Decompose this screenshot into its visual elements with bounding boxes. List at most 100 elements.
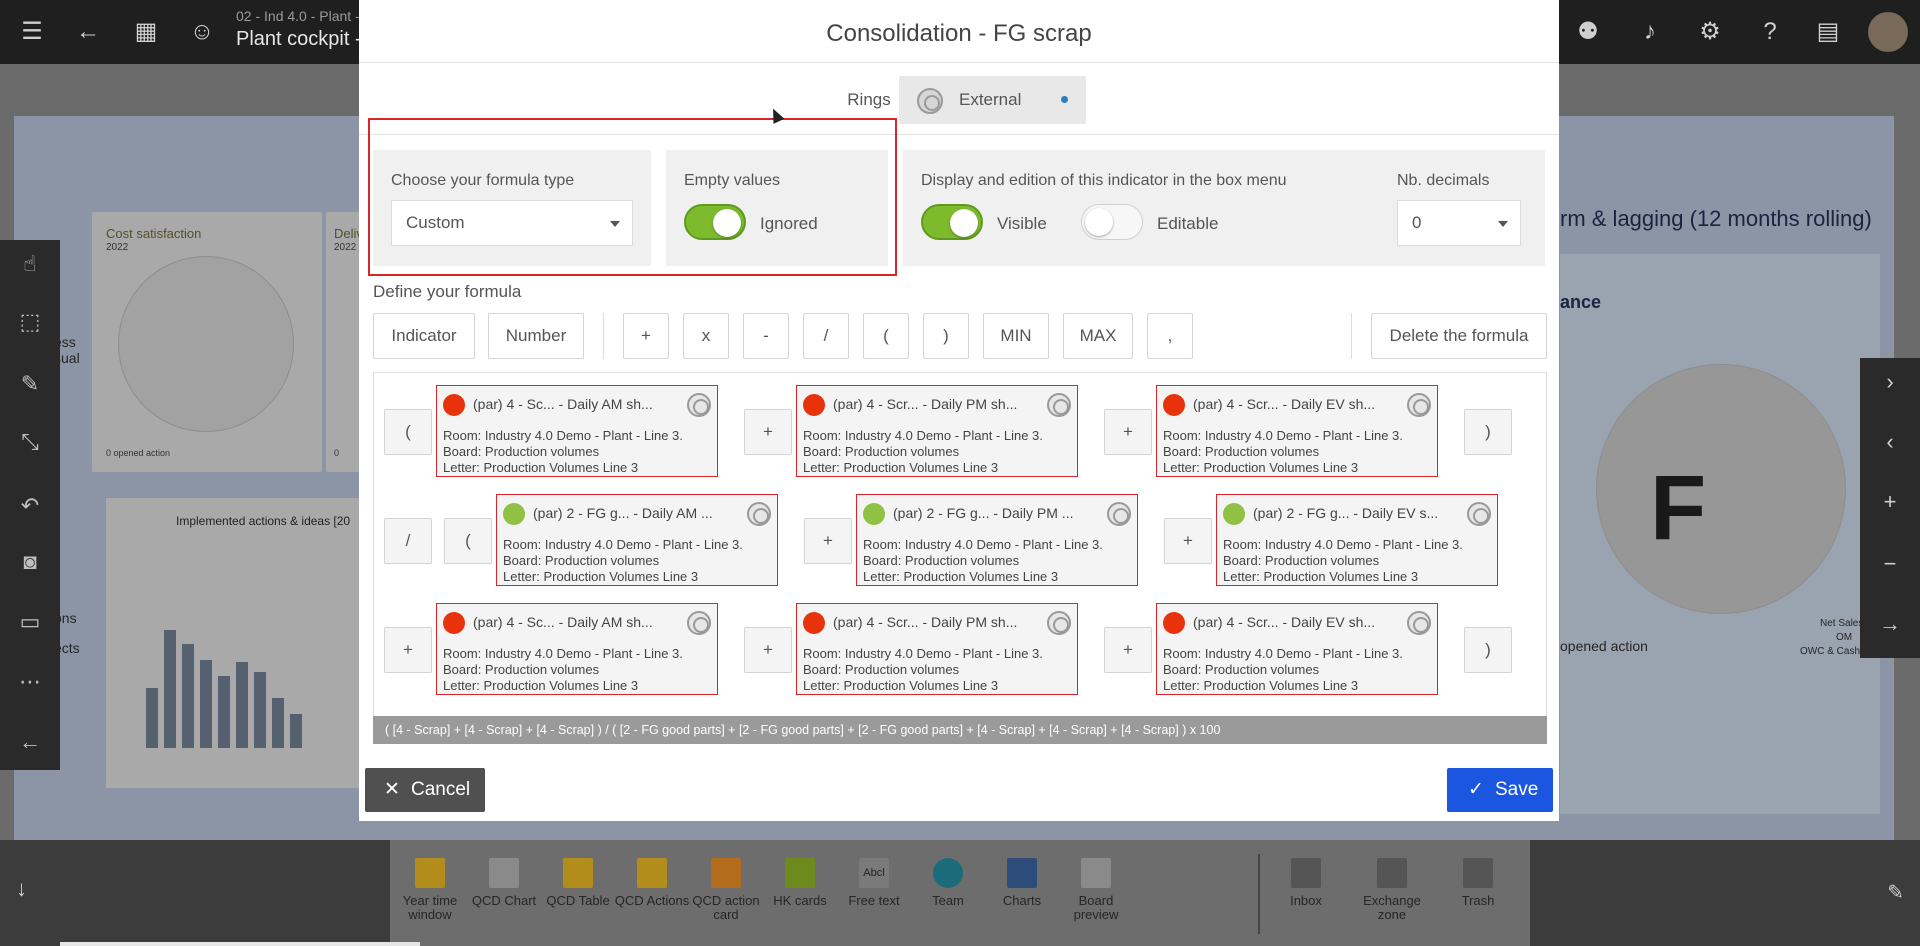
plus-button[interactable]: + — [623, 313, 669, 359]
formula-close-paren[interactable]: ) — [1464, 409, 1512, 455]
formula-plus[interactable]: + — [744, 409, 792, 455]
pointer-icon[interactable]: ☝ — [23, 251, 37, 276]
indicator-letter: Letter: Production Volumes Line 3 — [503, 569, 699, 584]
right-legend-net-sales: Net Sales — [1820, 618, 1864, 629]
status-dot-icon — [863, 503, 885, 525]
board: Cost satisfaction 2022 0 opened action D… — [14, 116, 1894, 852]
close-paren-button[interactable]: ) — [923, 313, 969, 359]
dock-hk-cards[interactable]: HK cards — [760, 858, 840, 908]
formula-plus[interactable]: + — [1164, 518, 1212, 564]
tab-external[interactable]: External — [899, 76, 1086, 124]
dock-qcd-action-card[interactable]: QCD action card — [686, 858, 766, 922]
arrow-right-icon[interactable]: → — [1879, 611, 1901, 636]
dock-charts[interactable]: Charts — [982, 858, 1062, 908]
indicator-heading: (par) 4 - Scr... - Daily EV sh... — [1193, 614, 1376, 630]
bell-icon[interactable]: ♪ — [1644, 18, 1656, 45]
decimals-select[interactable]: 0 — [1397, 200, 1521, 246]
screen-icon[interactable]: ▭ — [19, 609, 41, 634]
chevron-left-icon[interactable]: ‹ — [1886, 429, 1894, 454]
max-button[interactable]: MAX — [1063, 313, 1133, 359]
status-dot-icon — [803, 612, 825, 634]
indicator-card[interactable]: (par) 4 - Sc... - Daily AM sh... Room: I… — [436, 603, 718, 695]
formula-open-paren[interactable]: ( — [384, 409, 432, 455]
dock-trash[interactable]: Trash — [1438, 858, 1518, 908]
formula-plus[interactable]: + — [1104, 627, 1152, 673]
indicator-room: Room: Industry 4.0 Demo - Plant - Line 3… — [1163, 428, 1403, 443]
close-icon: ✕ — [384, 779, 400, 800]
select-icon[interactable]: ⬚ — [19, 309, 41, 334]
divide-button[interactable]: / — [803, 313, 849, 359]
formula-plus[interactable]: + — [744, 627, 792, 673]
dock-exchange-zone[interactable]: Exchange zone — [1352, 858, 1432, 922]
dock-team[interactable]: Team — [908, 858, 988, 908]
plus-icon[interactable]: + — [1883, 489, 1897, 514]
dock-free-text[interactable]: Abcl Free text — [834, 858, 914, 908]
formula-plus[interactable]: + — [804, 518, 852, 564]
dock-year-time-window[interactable]: Year time window — [390, 858, 470, 922]
status-dot-icon — [443, 394, 465, 416]
open-paren-button[interactable]: ( — [863, 313, 909, 359]
more-icon[interactable]: ⋯ — [19, 669, 41, 694]
visible-toggle[interactable] — [921, 204, 983, 240]
group-icon[interactable]: ☺ — [189, 18, 215, 45]
back-arrow-icon[interactable]: ← — [76, 18, 100, 45]
pencil-icon[interactable]: ✎ — [20, 371, 40, 396]
book-icon[interactable]: ▤ — [1816, 18, 1840, 45]
cancel-button[interactable]: ✕ Cancel — [365, 768, 485, 812]
formula-plus[interactable]: + — [1104, 409, 1152, 455]
right-card-title: rm & lagging (12 months rolling) — [1560, 206, 1872, 231]
formula-open-paren[interactable]: ( — [444, 518, 492, 564]
dock-qcd-table[interactable]: QCD Table — [538, 858, 618, 908]
formula-plus[interactable]: + — [384, 627, 432, 673]
arrow-down-icon[interactable]: ↓ — [16, 876, 27, 901]
help-icon[interactable]: ? — [1763, 18, 1777, 45]
tab-rings[interactable]: Rings — [847, 90, 891, 109]
boards-icon[interactable]: ▦ — [134, 18, 158, 45]
avatar[interactable] — [1868, 12, 1908, 52]
chevron-right-icon[interactable]: › — [1886, 369, 1894, 394]
indicator-card[interactable]: (par) 4 - Sc... - Daily AM sh... Room: I… — [436, 385, 718, 477]
formula-builder: ( (par) 4 - Sc... - Daily AM sh... Room:… — [373, 372, 1547, 744]
formula-type-select[interactable]: Custom — [391, 200, 633, 246]
dock-qcd-chart[interactable]: QCD Chart — [464, 858, 544, 908]
camera-icon[interactable]: ◙ — [23, 549, 37, 574]
edit-pencil-icon[interactable]: ✎ — [1887, 882, 1904, 904]
formula-close-paren[interactable]: ) — [1464, 627, 1512, 673]
indicator-letter: Letter: Production Volumes Line 3 — [803, 460, 999, 475]
min-button[interactable]: MIN — [983, 313, 1049, 359]
delete-formula-button[interactable]: Delete the formula — [1371, 313, 1547, 359]
gear-icon[interactable]: ⚙ — [1699, 18, 1721, 45]
back-icon[interactable]: ← — [19, 729, 41, 754]
indicator-card[interactable]: (par) 2 - FG g... - Daily EV s... Room: … — [1216, 494, 1498, 586]
comma-button[interactable]: , — [1147, 313, 1193, 359]
dock-board-preview[interactable]: Board preview — [1056, 858, 1136, 922]
menu-icon[interactable]: ☰ — [21, 18, 43, 45]
indicator-card[interactable]: (par) 4 - Scr... - Daily PM sh... Room: … — [796, 603, 1078, 695]
save-button[interactable]: ✓ Save — [1447, 768, 1553, 812]
dock-inbox[interactable]: Inbox — [1266, 858, 1346, 908]
indicator-card[interactable]: (par) 2 - FG g... - Daily PM ... Room: I… — [856, 494, 1138, 586]
editable-toggle[interactable] — [1081, 204, 1143, 240]
multiply-button[interactable]: x — [683, 313, 729, 359]
number-button[interactable]: Number — [488, 313, 584, 359]
formula-divide[interactable]: / — [384, 518, 432, 564]
indicator-card[interactable]: (par) 4 - Scr... - Daily EV sh... Room: … — [1156, 603, 1438, 695]
dock-qcd-actions[interactable]: QCD Actions — [612, 858, 692, 908]
indicator-card[interactable]: (par) 4 - Scr... - Daily PM sh... Room: … — [796, 385, 1078, 477]
tab-external-label: External — [959, 90, 1022, 109]
indicator-card[interactable]: (par) 2 - FG g... - Daily AM ... Room: I… — [496, 494, 778, 586]
team-icon[interactable]: ⚉ — [1577, 18, 1599, 45]
indicator-card[interactable]: (par) 4 - Scr... - Daily EV sh... Room: … — [1156, 385, 1438, 477]
actions-chart-title: Implemented actions & ideas [20 — [176, 514, 351, 528]
connector-icon[interactable]: ⤡ — [21, 429, 39, 454]
indicator-button[interactable]: Indicator — [373, 313, 475, 359]
undo-icon[interactable]: ↶ — [20, 493, 40, 518]
indicator-letter: Letter: Production Volumes Line 3 — [1163, 460, 1359, 475]
minus-button[interactable]: - — [743, 313, 789, 359]
preview-icon — [1081, 858, 1111, 888]
empty-values-toggle[interactable] — [684, 204, 746, 240]
status-dot-icon — [803, 394, 825, 416]
minus-icon[interactable]: − — [1883, 551, 1897, 576]
ring-card-footer: 0 opened action — [106, 448, 171, 458]
divider — [359, 62, 1559, 63]
